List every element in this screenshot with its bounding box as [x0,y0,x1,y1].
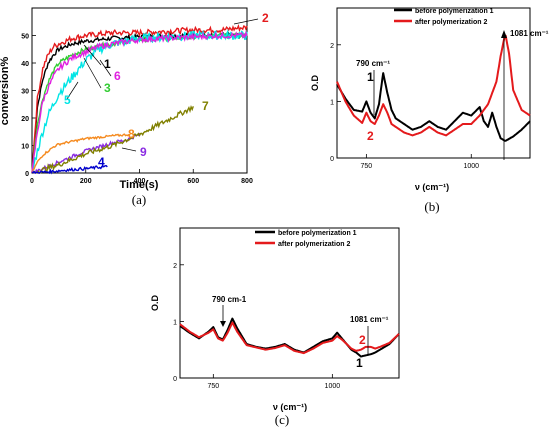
panel-a-x-axis-label: Time(s) [120,179,159,191]
panel-c-axes: 750 1000 0 1 2 [173,263,340,390]
panel-c-y-tick-label-1: 1 [173,319,177,326]
panel-c-y-tick-label-0: 0 [173,376,177,383]
panel-a-series-5-label: 5 [64,93,71,107]
panel-b-caption: (b) [424,199,439,214]
panel-c-y-tick-label-2: 2 [173,263,177,270]
panel-a-series-1-leader [83,44,102,66]
panel-a-series-1-label: 1 [104,57,111,71]
panel-b-chart: 750 1000 0 1 2 before polymerization 1 after… [310,7,549,214]
panel-a-y-tick-label-4: 40 [21,61,29,68]
panel-a-series-8-label: 8 [128,127,135,141]
panel-b-legend: before polymerization 1 after polymeriza… [394,8,494,26]
panel-a-y-tick-label-0: 0 [25,171,29,178]
panel-c-x-tick-label-0: 750 [207,383,219,390]
panel-a-x-tick-label-4: 800 [241,178,253,185]
panel-a-series-8-line [31,133,130,174]
panel-c-curve-label-1: 1 [356,356,363,370]
panel-b-x-tick-label-0: 750 [361,163,373,170]
panel-c-legend: before polymerization 1 after polymeriza… [255,230,357,248]
panel-a-series-3-leader [83,57,102,89]
panel-a-series-1-line [31,31,248,174]
panel-c-x-tick-label-1: 1000 [325,383,341,390]
panel-a-series-3-label: 3 [104,81,111,95]
panel-b-legend-label-2: after polymerization 2 [415,19,487,26]
panel-a-series-6-leader [99,59,112,77]
panel-a-series-6-label: 6 [114,69,121,83]
panel-a-axes: 0 200 400 600 800 0 10 20 30 40 50 [21,34,253,186]
panel-b-y-axis-label: O.D [310,75,320,92]
panel-b-annotation-1081: 1081 cm⁻¹ [510,29,549,38]
panel-a-series-5-line [31,28,248,174]
panel-a-x-tick-label-3: 600 [187,178,199,185]
panel-b-series-2-line [336,34,531,137]
panel-a-x-tick-label-1: 200 [80,178,92,185]
panel-a-series-9-label: 9 [140,145,147,159]
panel-a-series-4-line [31,164,108,175]
panel-c-series [179,317,400,358]
panel-c-curve-label-2: 2 [359,333,366,347]
panel-a-series-9-leader [121,147,137,152]
panel-c-annotation-1081: 1081 cm⁻¹ [350,315,389,324]
panel-a-series-labels: 1 2 3 5 6 89 7 4 [64,11,269,169]
panel-c-plot-frame [179,227,400,379]
panel-a-y-tick-label-1: 10 [21,144,29,151]
panel-c-x-axis-label: ν (cm⁻¹) [273,402,307,412]
panel-b-x-tick-label-1: 1000 [463,163,479,170]
panel-c-caption: (c) [275,412,289,427]
panel-a-series-6-line [31,30,248,174]
panel-b-series-1-line [336,72,531,142]
panel-b-curve-label-2: 2 [367,129,374,143]
panel-a-y-tick-label-2: 20 [21,116,29,123]
panel-c-legend-label-2: after polymerization 2 [278,241,350,248]
panel-a-chart: 0 200 400 600 800 0 10 20 30 40 50 1 2 3 5 6 89 7 4 Time(… [0,7,269,207]
panel-b-arrow-head [501,30,507,38]
panel-a-caption: (a) [132,192,146,207]
panel-c-chart: 750 1000 0 1 2 before polymerization 1 after… [150,227,400,427]
panel-c-arrow-head-790 [220,321,226,327]
panel-b-annotations: 790 cm⁻¹ 1081 cm⁻¹ 1 2 [356,29,549,160]
panel-c-y-axis-label: O.D [150,295,160,312]
panel-a-y-tick-label-5: 50 [21,34,29,41]
panel-b-y-tick-label-2: 2 [330,43,334,50]
panel-a-y-tick-label-3: 30 [21,89,29,96]
panel-a-series-2-leader [233,18,259,25]
panel-c-annotation-790: 790 cm-1 [212,295,247,304]
panel-b-y-tick-label-1: 1 [330,99,334,106]
panel-a-series-5-leader [66,81,79,100]
panel-c-series-1-line [179,317,400,358]
panel-b-series [336,34,531,142]
panel-a-y-axis-label: conversion% [0,57,11,126]
panel-a-series-2-line [31,24,248,174]
panel-a-series [31,24,248,175]
panel-c-annotations: 790 cm-1 1081 cm⁻¹ 1 2 [212,295,389,370]
panel-a-series-2-label: 2 [262,11,269,25]
panel-b-y-tick-label-0: 0 [330,156,334,163]
panel-a-x-tick-label-0: 0 [30,178,34,185]
panel-a-x-tick-label-2: 400 [134,178,146,185]
panel-a-series-7-line [32,104,194,174]
panel-b-x-axis-label: ν (cm⁻¹) [415,182,449,192]
panel-b-annotation-790: 790 cm⁻¹ [356,59,390,68]
panel-a-series-4-label: 4 [98,155,105,169]
panel-a-series-7-label: 7 [202,99,209,113]
panel-b-legend-label-1: before polymerization 1 [415,8,494,15]
panel-c-series-2-line [179,321,400,355]
panel-b-axes: 750 1000 0 1 2 [330,43,479,170]
panel-c-legend-label-1: before polymerization 1 [278,230,357,237]
panel-b-curve-label-1: 1 [367,70,374,84]
panel-b-plot-frame [336,7,531,159]
